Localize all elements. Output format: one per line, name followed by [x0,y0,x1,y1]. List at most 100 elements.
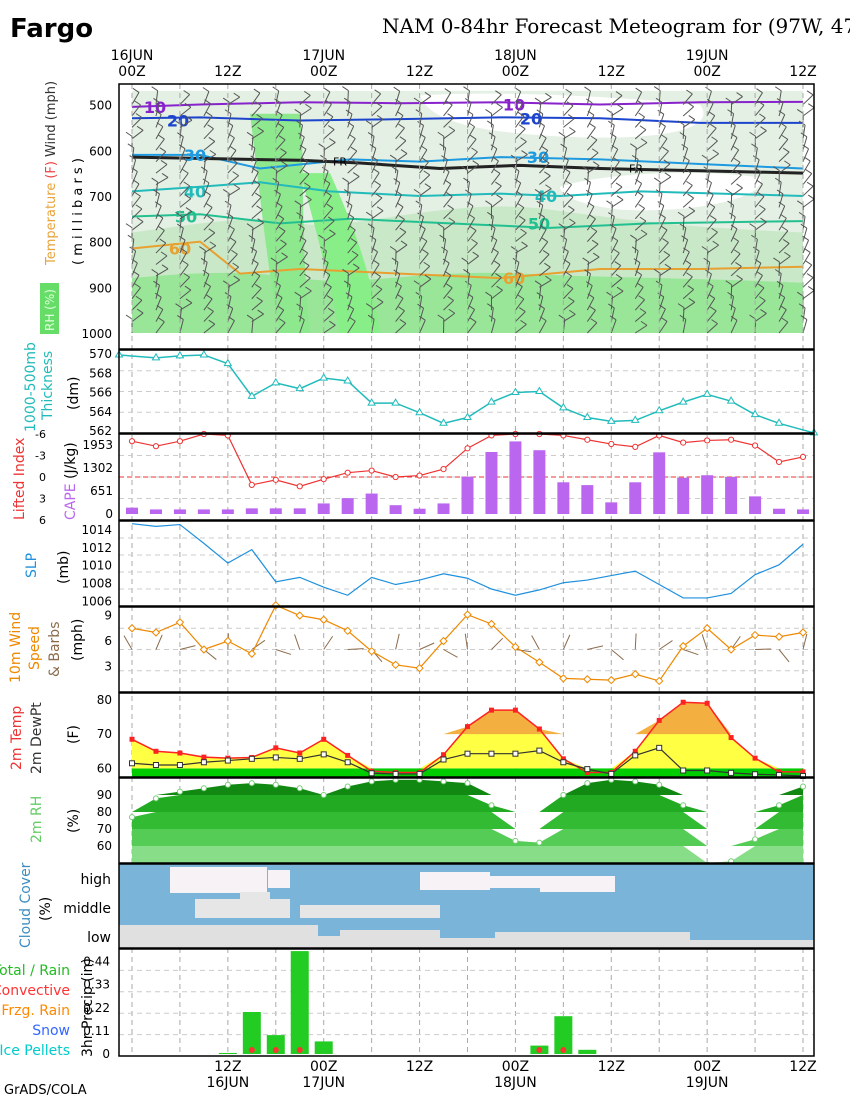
wind-barb [802,216,806,231]
wind-barb-flag [228,316,235,322]
wind-barb [778,243,790,254]
wind-barb-flag [229,145,237,151]
upper-pressure-tick: 1000 [81,327,112,341]
precip-tick: 0 [102,1047,110,1061]
temp-point [704,700,710,706]
wind-barb [179,198,192,208]
wind-barb [802,228,808,242]
cloud-low-label: low [87,930,111,946]
wind-barb-flag [250,246,257,252]
cloud-unit: (%) [38,897,54,921]
wind-barb [491,264,501,277]
wind-barb-flag [399,136,407,142]
thickness-label-1: 1000-500mb [23,342,39,432]
cloud-high [268,870,290,888]
wind-barb-flag [485,108,492,114]
wind-barb-flag [472,160,479,166]
top-date-label: 16JUN [111,48,154,64]
wind-barb-flag [706,190,714,196]
wind-barb [538,193,542,208]
wind-barb [203,103,212,117]
wind-barb [395,323,407,334]
dewpt-point [272,754,279,761]
wind-barb [371,210,384,220]
rh-point [752,836,759,843]
rh-point [656,781,663,788]
wind-barb-flag [683,247,690,253]
wind-barb-flag [158,134,165,140]
wind-barb-flag [490,235,498,241]
wind-barb-flag [415,291,423,297]
temp-point [800,769,806,775]
wind-barb [203,274,210,288]
wind-barb [443,117,454,128]
upper-wind-barbs [125,86,815,334]
wind-barb-flag [659,213,666,219]
wind-barb [778,285,784,299]
wind-barb-flag [274,189,281,195]
wind-barb-flag [329,229,336,235]
wind-barb [586,182,591,197]
wind-barb-flag [492,156,499,162]
wind-barb-flag [560,143,567,149]
wind-barb-flag [798,120,806,126]
wind-barb [179,239,186,254]
wind-barb-flag [636,191,644,197]
wind-barb [179,124,183,139]
wind-barb [323,159,327,174]
wind-barb-flag [752,155,760,161]
wind-barb [371,160,379,174]
wind-barb [275,230,286,242]
temp-point [632,748,638,754]
wind-barb [131,92,140,105]
wind-barb-flag [609,224,617,229]
wind-barb-flag [445,100,453,106]
wind10-point [774,632,784,641]
wind10-barb [347,648,364,650]
upper-pressure-tick: 800 [89,236,112,250]
precip-bar [290,951,309,1054]
wind-barb [514,250,518,265]
wind10-barb [395,633,400,650]
precip-legend-item: Ice Pellets [0,1043,70,1059]
wind-barb [179,148,186,162]
wind-barb-flag [132,88,140,93]
wind-barb-flag [805,169,812,174]
wind-barb-flag [342,177,349,183]
wind-barb [227,241,237,254]
wind-barb [419,125,425,139]
wind-barb [754,183,763,197]
wind-barb-flag [708,111,716,117]
wind-barb [730,204,735,219]
wind-barb [155,230,165,242]
wind-barb-flag [759,296,766,302]
wind-barb-flag [653,268,661,274]
wind-barb [754,130,767,140]
wind-barb [467,193,472,208]
thickness-point [415,407,424,416]
wind-barb-flag [781,134,789,140]
wind-barb [706,170,711,185]
wind-barb [467,164,479,174]
wind-barb-flag [136,125,144,131]
wind-barb-flag [759,113,766,119]
wind-barb [371,118,384,128]
wind-barb-flag [272,177,279,183]
wind-barb [778,193,784,208]
wind-barb [587,152,599,163]
precip-convective-mark [248,1047,255,1053]
bottom-date-label: 16JUN [207,1075,250,1091]
wind-barb-flag [447,296,454,301]
panel-frame [118,433,815,521]
wind-barb-flag [664,172,672,178]
wind-barb [706,194,714,208]
wind-barb-flag [424,274,432,280]
wind-barb-flag [367,132,375,137]
wind-barb [443,208,454,220]
wind-barb-flag [125,131,133,137]
wind-barb [299,107,312,117]
wind-barb [347,205,353,219]
isotherm-label: 30 [527,148,549,167]
wind-barb [467,217,476,231]
cape-label: CAPE [63,483,79,520]
